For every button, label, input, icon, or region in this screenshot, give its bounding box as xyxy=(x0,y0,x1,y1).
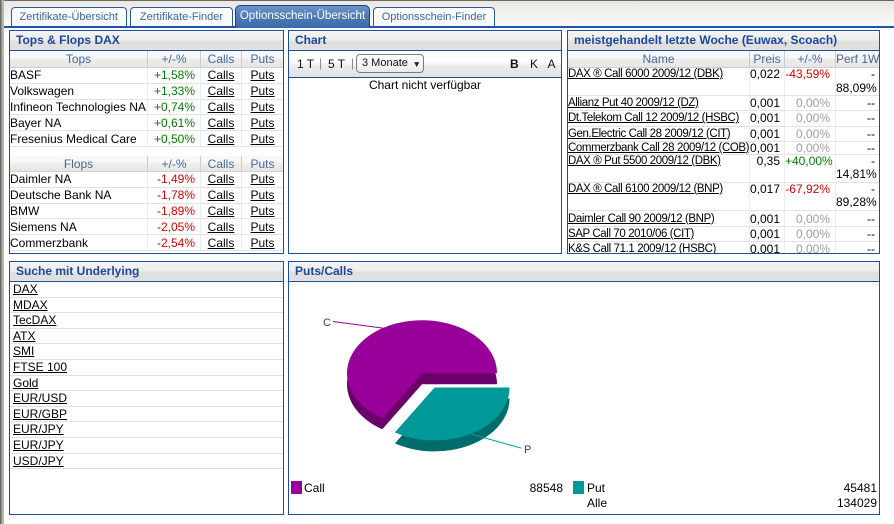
svg-text:P: P xyxy=(524,444,531,456)
svg-text:C: C xyxy=(323,317,331,329)
